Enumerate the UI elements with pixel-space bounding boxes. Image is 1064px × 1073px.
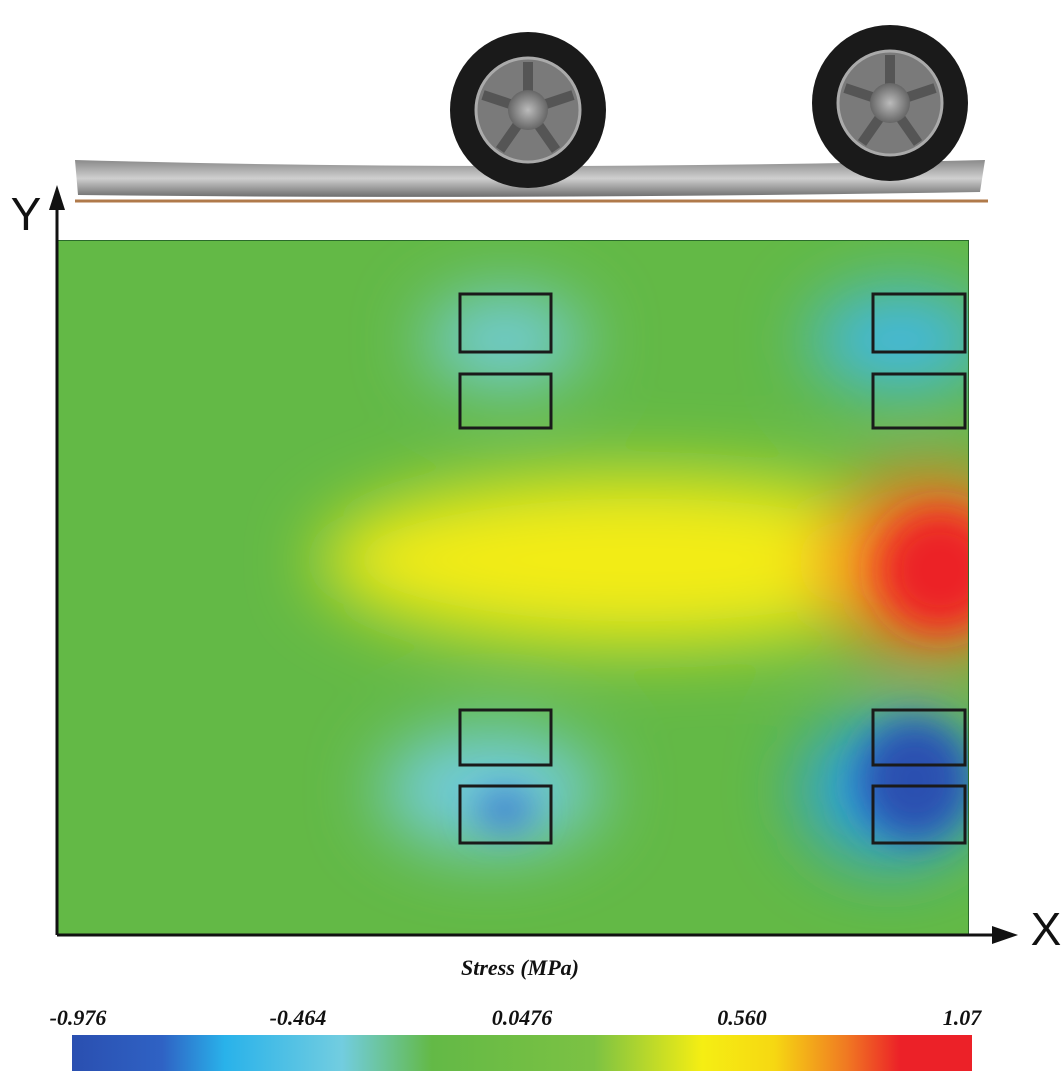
colorbar-title: Stress (MPa) (461, 955, 579, 980)
colorbar-tick-label: -0.976 (50, 1005, 107, 1030)
stress-field (57, 240, 1040, 935)
colorbar-ticks: -0.976 -0.464 0.0476 0.560 1.07 (50, 1005, 983, 1030)
colorbar-tick-label: 0.0476 (492, 1005, 553, 1030)
figure: Y X Stress (MPa) -0.976 -0.464 0.0476 0.560… (0, 0, 1064, 1073)
colorbar (72, 1035, 972, 1071)
x-axis-label: X (1031, 903, 1062, 955)
colorbar-tick-label: 1.07 (943, 1005, 983, 1030)
colorbar-tick-label: -0.464 (270, 1005, 327, 1030)
vehicle (75, 25, 988, 201)
y-axis-label: Y (11, 188, 42, 240)
colorbar-tick-label: 0.560 (717, 1005, 767, 1030)
